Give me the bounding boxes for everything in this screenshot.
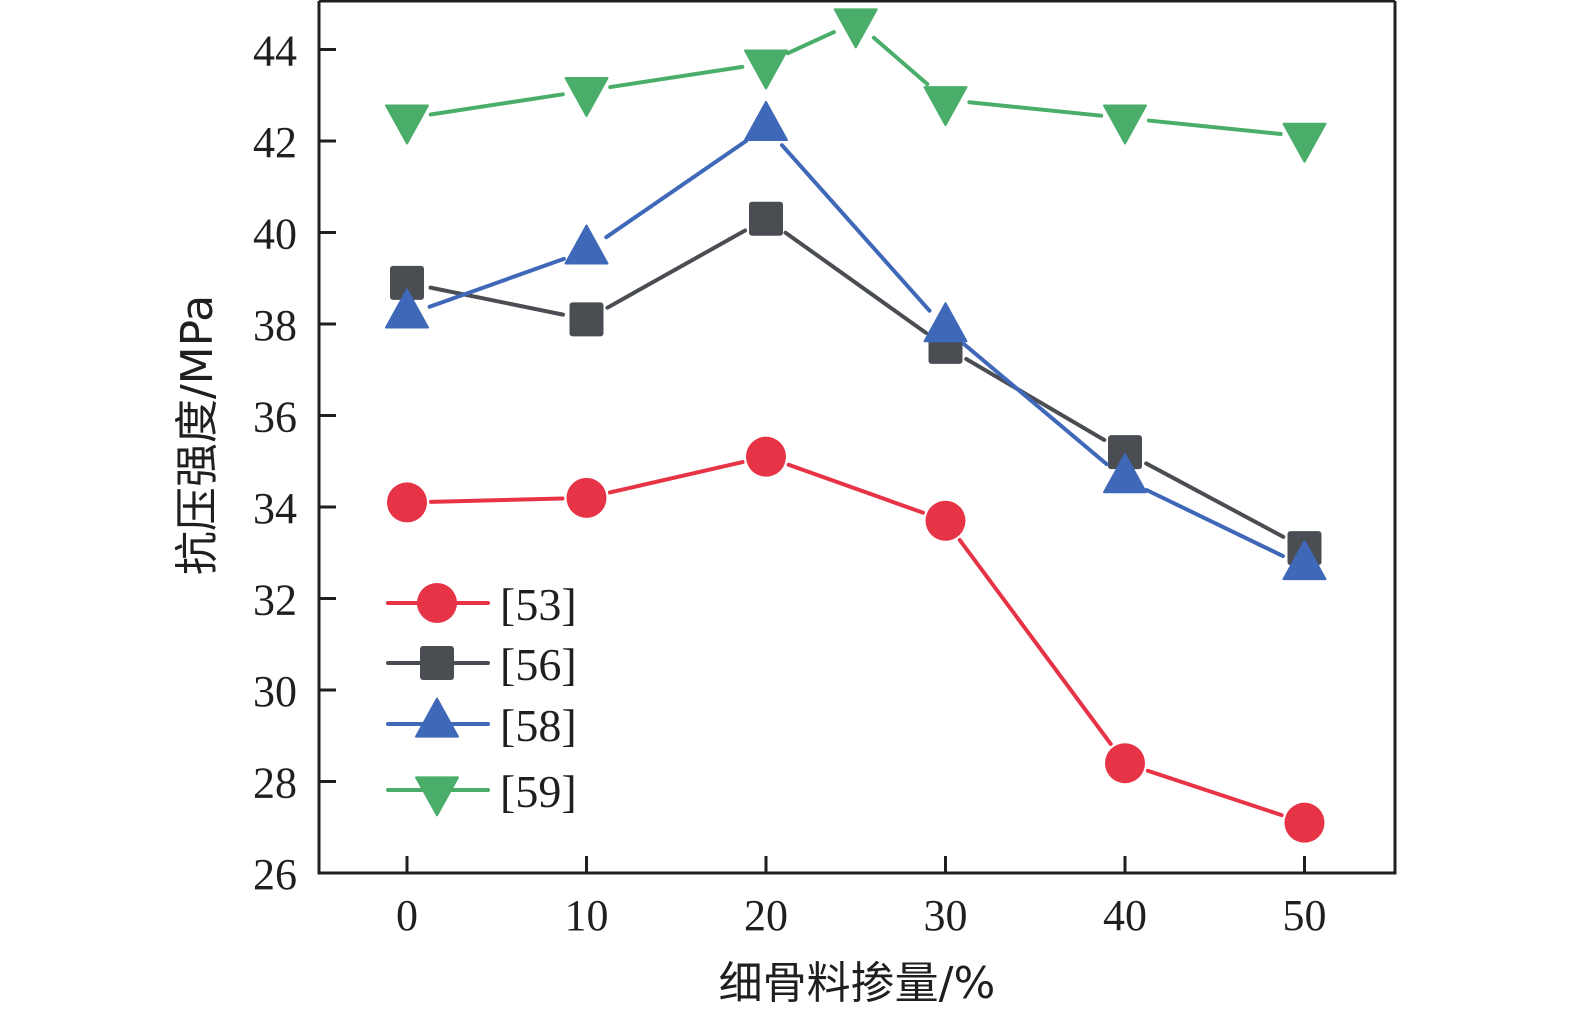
series-line-segment [1144, 488, 1285, 559]
series-line-segment [604, 138, 749, 240]
series-line-segment [871, 35, 930, 87]
y-tick-label: 42 [253, 118, 297, 167]
series-line-segment [786, 462, 925, 515]
axis-ticks: 26 28 30 32 34 36 38 40 42 44 0 10 20 30 40 50 [253, 27, 1327, 941]
data-point-marker [744, 49, 788, 90]
data-point-marker [564, 77, 609, 118]
data-point-marker [569, 302, 604, 337]
legend-label: [56] [500, 639, 577, 690]
series-line-segment [1144, 461, 1286, 539]
series-58 [385, 100, 1327, 581]
series-line-segment [608, 64, 745, 90]
legend-marker-icon [420, 646, 454, 680]
y-tick-label: 26 [253, 850, 297, 899]
data-point-marker [744, 100, 788, 141]
data-point-marker [1282, 540, 1327, 581]
series-53 [387, 436, 1325, 843]
y-tick-label: 28 [253, 759, 297, 808]
legend-item: [56] [386, 639, 577, 690]
data-point-marker [566, 477, 607, 518]
data-point-marker [923, 86, 968, 127]
series-line-segment [967, 100, 1104, 118]
x-tick-label: 50 [1283, 891, 1327, 940]
legend-item: [59] [386, 766, 577, 817]
series-layer [385, 8, 1327, 843]
data-point-marker [1103, 104, 1147, 145]
data-point-marker [749, 201, 783, 236]
series-line-segment [964, 357, 1107, 442]
series-line-segment [783, 230, 928, 335]
data-point-marker [1105, 743, 1145, 784]
series-line-segment [428, 285, 565, 317]
series-line-segment [785, 30, 836, 56]
data-point-marker [385, 104, 429, 145]
x-axis-title: 细骨料掺量/% [719, 958, 996, 1009]
plot-frame [317, 0, 1397, 875]
y-tick-label: 44 [253, 27, 297, 76]
series-line-segment [428, 496, 565, 504]
data-point-marker [1282, 122, 1327, 163]
series-line-segment [779, 143, 932, 313]
x-tick-label: 0 [396, 891, 418, 940]
legend-marker-icon [417, 583, 457, 623]
y-tick-label: 40 [253, 210, 297, 259]
data-point-marker [387, 482, 427, 523]
data-point-marker [833, 8, 878, 49]
y-tick-label: 30 [253, 667, 297, 716]
data-point-marker [564, 224, 609, 265]
series-line-segment [961, 342, 1109, 467]
series-line-segment [1146, 118, 1283, 136]
data-point-marker [925, 500, 966, 541]
y-axis-title: 抗压强度/MPa [172, 295, 223, 575]
data-point-marker [923, 302, 968, 343]
x-tick-label: 30 [924, 891, 968, 940]
legend-marker-icon [415, 776, 459, 817]
series-line-segment [957, 538, 1113, 746]
data-point-marker [1108, 435, 1142, 470]
series-line-segment [607, 460, 745, 495]
x-tick-label: 10 [565, 891, 609, 940]
series-line-segment [605, 228, 748, 310]
y-tick-label: 32 [253, 576, 297, 625]
legend-label: [59] [500, 766, 577, 817]
y-tick-label: 36 [253, 393, 297, 442]
data-point-marker [1284, 802, 1325, 843]
legend: [53] [56] [58] [59] [386, 579, 577, 817]
series-56 [390, 201, 1322, 566]
legend-item: [58] [386, 697, 577, 751]
legend-label: [58] [500, 700, 577, 751]
data-point-marker [385, 288, 429, 329]
data-point-marker [746, 436, 786, 477]
y-tick-label: 38 [253, 301, 297, 350]
legend-marker-icon [415, 697, 459, 738]
legend-label: [53] [500, 579, 577, 630]
series-line-segment [1145, 768, 1284, 818]
series-line-segment [427, 256, 566, 309]
y-tick-label: 34 [253, 484, 297, 533]
legend-item: [53] [386, 579, 577, 630]
x-tick-label: 20 [744, 891, 788, 940]
x-tick-label: 40 [1103, 891, 1147, 940]
data-point-marker [1103, 453, 1147, 494]
series-line-segment [428, 92, 565, 117]
series-59 [385, 8, 1327, 163]
data-point-marker [390, 265, 424, 300]
